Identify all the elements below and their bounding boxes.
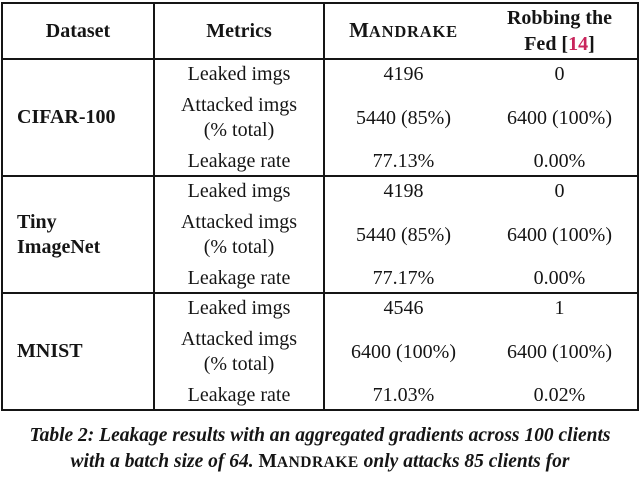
dataset-name-line1: MNIST [17,340,83,362]
table-row: Attacked imgs (% total) 5440 (85%) 6400 … [2,205,638,264]
header-row: Dataset Metrics MANDRAKE Robbing the Fed… [2,3,638,59]
robbing-value: 0.00% [533,150,586,172]
mandrake-value: 4196 [383,63,424,85]
robbing-value: 6400 (100%) [507,106,612,129]
header-mandrake: MANDRAKE [324,3,482,59]
mandrake-value: 77.13% [372,150,435,172]
robbing-fed-text: Fed [ [524,33,569,55]
mandrake-value: 5440 (85%) [356,106,451,129]
dataset-cifar100: CIFAR-100 [2,59,155,176]
metric-label: Leakage rate [154,264,325,293]
robbing-line2: Fed [14] [482,31,637,57]
dataset-name-line2: ImageNet [17,235,101,258]
table-row: CIFAR-100 Leaked imgs 4196 0 [2,59,638,176]
robbing-line1: Robbing the [506,7,613,29]
table-row: Tiny ImageNet Leaked imgs 4198 0 [2,176,638,293]
metric-label: Leaked imgs [154,176,325,205]
mandrake-rest: ANDRAKE [368,22,458,41]
robbing-bracket-close: ] [588,33,595,55]
header-metrics: Metrics [154,3,325,59]
dataset-tiny-imagenet: Tiny ImageNet [2,176,155,293]
metric-label: Leaked imgs [154,293,325,322]
robbing-value: 6400 (100%) [507,223,612,246]
header-dataset: Dataset [2,3,155,59]
results-table: Dataset Metrics MANDRAKE Robbing the Fed… [1,2,639,411]
robbing-value: 0 [554,63,565,85]
dataset-mnist: MNIST [2,293,155,410]
caption-line2: with a batch size of 64. MANDRAKE only a… [70,451,570,472]
table-row: Leakage rate 71.03% 0.02% [2,381,638,410]
robbing-value: 6400 (100%) [507,340,612,363]
metric-label: Leaked imgs [154,59,325,88]
robbing-value: 0.00% [533,267,586,289]
dataset-name-line1: CIFAR-100 [17,106,116,128]
mandrake-value: 4198 [383,180,424,202]
mandrake-value: 71.03% [372,384,435,406]
table-row: Leakage rate 77.13% 0.00% [2,147,638,176]
robbing-value: 0.02% [533,384,586,406]
robbing-value: 0 [554,180,565,202]
table-row: MNIST Leaked imgs 4546 1 [2,293,638,410]
metric-label: Leakage rate [154,381,325,410]
table-row: Attacked imgs (% total) 6400 (100%) 6400… [2,322,638,381]
caption-line1: Table 2: Leakage results with an aggrega… [29,425,611,446]
metric-label: Attacked imgs (% total) [154,88,325,147]
header-robbing-the-fed: Robbing the Fed [14] [482,3,638,59]
table-row: Leakage rate 77.17% 0.00% [2,264,638,293]
metric-label: Leakage rate [154,147,325,176]
mandrake-initial: M [349,18,369,42]
mandrake-value: 77.17% [372,267,435,289]
table-row: Attacked imgs (% total) 5440 (85%) 6400 … [2,88,638,147]
robbing-value: 1 [554,297,565,319]
mandrake-value: 4546 [383,297,424,319]
mandrake-value: 5440 (85%) [356,223,451,246]
mandrake-brand: MANDRAKE [258,451,359,472]
table-caption: Table 2: Leakage results with an aggrega… [0,423,640,476]
citation-14-link[interactable]: 14 [568,33,589,55]
metric-label: Attacked imgs (% total) [154,205,325,264]
metric-label: Attacked imgs (% total) [154,322,325,381]
dataset-name-line1: Tiny [17,210,57,233]
mandrake-value: 6400 (100%) [351,340,456,363]
